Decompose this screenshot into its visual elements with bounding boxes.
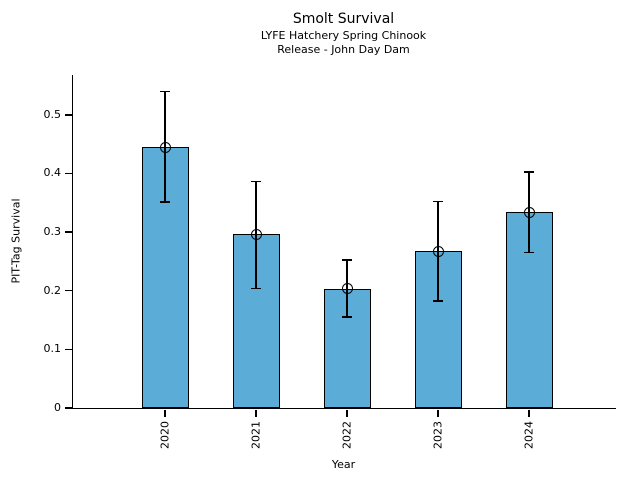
x-tick [164, 409, 166, 417]
error-bar-cap-bottom [524, 251, 534, 254]
error-bar-cap-bottom [160, 201, 170, 203]
y-axis-label: PIT-Tag Survival [9, 198, 23, 284]
x-tick [437, 409, 439, 417]
data-point-marker [341, 283, 353, 295]
chart-subtitle-line-2: Release - John Day Dam [277, 43, 410, 56]
y-tick-label: 0.3 [43, 225, 62, 239]
data-point-marker [432, 245, 444, 257]
x-tick-label: 2023 [431, 421, 445, 449]
y-tick [65, 348, 73, 351]
x-tick-label: 2024 [522, 421, 536, 449]
error-bar-cap-bottom [251, 287, 261, 290]
y-tick [65, 172, 73, 175]
x-tick-label: 2021 [249, 421, 263, 449]
error-bar-cap-top [251, 180, 261, 183]
y-tick [65, 231, 73, 233]
error-bar-cap-top [524, 170, 534, 173]
y-tick-label: 0.2 [43, 283, 62, 297]
x-tick [255, 409, 257, 417]
y-tick-label: 0 [54, 401, 61, 414]
error-bar-cap-top [342, 259, 352, 262]
plot-area: 0 0.1 0.2 0.3 0.4 0.5 2020 2021 2022 2023 2024 [44, 75, 616, 449]
y-tick [65, 289, 73, 292]
error-bar-cap-top [160, 90, 170, 93]
y-tick [65, 407, 73, 409]
data-point-marker [159, 141, 171, 153]
chart-header: Smolt Survival LYFE Hatchery Spring Chin… [72, 10, 615, 57]
data-point-marker [250, 228, 262, 240]
x-tick-label: 2020 [158, 421, 172, 449]
x-tick [346, 409, 348, 417]
y-tick-label: 0.4 [43, 166, 62, 180]
x-tick [528, 409, 530, 417]
bar [414, 251, 462, 408]
chart-title: Smolt Survival [292, 11, 395, 27]
chart-subtitle-line-1: LYFE Hatchery Spring Chinook [260, 29, 427, 42]
x-axis-label: Year [331, 458, 356, 471]
error-bar-cap-bottom [342, 316, 352, 318]
y-tick [65, 114, 73, 116]
error-bar-cap-bottom [433, 299, 443, 302]
y-tick-label: 0.5 [43, 107, 62, 121]
x-tick-label: 2022 [340, 421, 354, 449]
data-point-marker [523, 206, 535, 218]
y-tick-label: 0.1 [43, 342, 62, 356]
error-bar-cap-top [433, 200, 443, 203]
